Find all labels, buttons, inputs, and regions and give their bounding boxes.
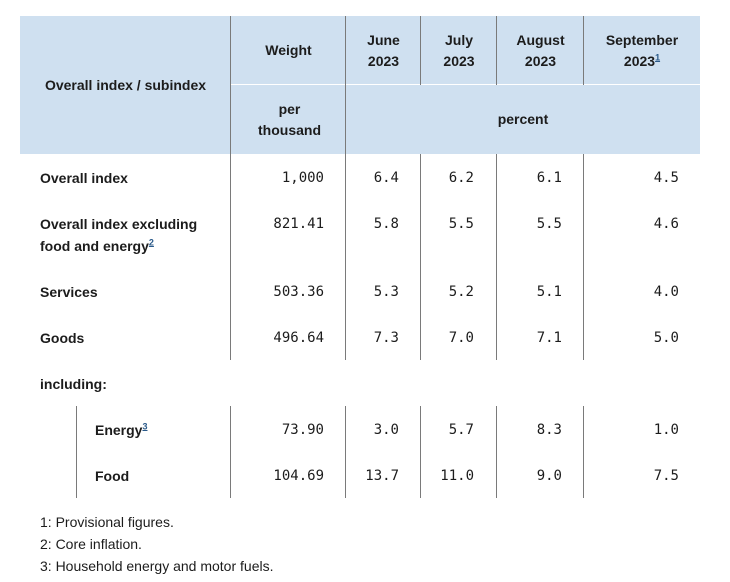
weight-value: 104.69	[273, 468, 324, 484]
column-divider	[496, 154, 497, 360]
including-label: including:	[40, 376, 107, 392]
footnote-ref-link[interactable]: 2	[148, 237, 154, 248]
row-label: Food	[95, 468, 130, 484]
value-june: 3.0	[373, 422, 399, 438]
value-august: 5.5	[536, 216, 562, 232]
value-september: 1.0	[653, 422, 679, 438]
value-june: 5.8	[373, 216, 399, 232]
weight-value: 821.41	[273, 216, 324, 232]
value-september: 4.6	[653, 216, 679, 232]
value-august: 6.1	[536, 170, 562, 186]
value-july: 6.2	[448, 170, 474, 186]
value-june: 13.7	[365, 468, 399, 484]
row-label: Goods	[40, 330, 85, 346]
weight-value: 496.64	[273, 330, 324, 346]
indent-divider	[76, 406, 77, 498]
row-label-text: Energy	[95, 422, 143, 438]
row-label: Services	[40, 284, 98, 300]
header-weight-unit: per thousand	[252, 85, 327, 154]
header-row-label: Overall index / subindex	[20, 16, 231, 154]
header-month-label: September 2023	[605, 31, 679, 69]
column-divider	[345, 16, 346, 154]
value-june: 6.4	[373, 170, 399, 186]
column-divider	[420, 154, 421, 360]
value-june: 5.3	[373, 284, 399, 300]
footnotes: 1: Provisional figures. 2: Core inflatio…	[40, 511, 680, 577]
header-month-august: August 2023	[497, 16, 584, 85]
value-september: 5.0	[653, 330, 679, 346]
value-july: 7.0	[448, 330, 474, 346]
footnote: 2: Core inflation.	[40, 536, 142, 552]
table-header-background	[20, 16, 700, 154]
header-month-label: June 2023	[367, 31, 400, 69]
value-august: 8.3	[536, 422, 562, 438]
header-month-june: June 2023	[346, 16, 421, 85]
header-weight-text: Weight	[265, 42, 312, 58]
value-august: 9.0	[536, 468, 562, 484]
column-divider	[345, 406, 346, 498]
header-month-september: September 20231	[584, 16, 700, 85]
value-august: 5.1	[536, 284, 562, 300]
value-july: 11.0	[440, 468, 474, 484]
footnote: 3: Household energy and motor fuels.	[40, 558, 274, 574]
column-divider	[420, 406, 421, 498]
row-label-line: food and energy	[40, 238, 149, 254]
header-weight: Weight	[231, 16, 346, 85]
column-divider	[345, 154, 346, 360]
value-august: 7.1	[536, 330, 562, 346]
value-september: 7.5	[653, 468, 679, 484]
value-july: 5.7	[448, 422, 474, 438]
value-september: 4.0	[653, 284, 679, 300]
column-divider	[230, 16, 231, 154]
value-june: 7.3	[373, 330, 399, 346]
column-divider	[496, 406, 497, 498]
footnote-ref-link[interactable]: 3	[142, 421, 148, 432]
column-divider	[420, 16, 421, 85]
column-divider	[583, 154, 584, 360]
header-divider	[231, 84, 700, 85]
row-label: Overall index excluding food and energy2	[40, 213, 225, 257]
header-weight-unit-text: per thousand	[258, 100, 321, 138]
value-july: 5.2	[448, 284, 474, 300]
column-divider	[496, 16, 497, 85]
header-month-july: July 2023	[421, 16, 497, 85]
value-september: 4.5	[653, 170, 679, 186]
footnote: 1: Provisional figures.	[40, 514, 174, 530]
row-label-line: Overall index excluding	[40, 216, 198, 232]
column-divider	[230, 154, 231, 360]
weight-value: 73.90	[281, 422, 324, 438]
header-percent-unit-text: percent	[497, 111, 549, 127]
footnote-ref-link[interactable]: 1	[655, 51, 661, 62]
header-month-label: July 2023	[443, 31, 475, 69]
header-month-label: August 2023	[516, 31, 565, 69]
header-row-label-text: Overall index / subindex	[44, 76, 207, 93]
row-label: Energy3	[95, 419, 225, 441]
header-percent-unit: percent	[346, 85, 700, 154]
column-divider	[583, 16, 584, 85]
header-month-sept-wrap: September 20231	[602, 30, 682, 72]
weight-value: 503.36	[273, 284, 324, 300]
column-divider	[230, 406, 231, 498]
value-july: 5.5	[448, 216, 474, 232]
weight-value: 1,000	[281, 170, 324, 186]
column-divider	[583, 406, 584, 498]
row-label: Overall index	[40, 170, 128, 186]
